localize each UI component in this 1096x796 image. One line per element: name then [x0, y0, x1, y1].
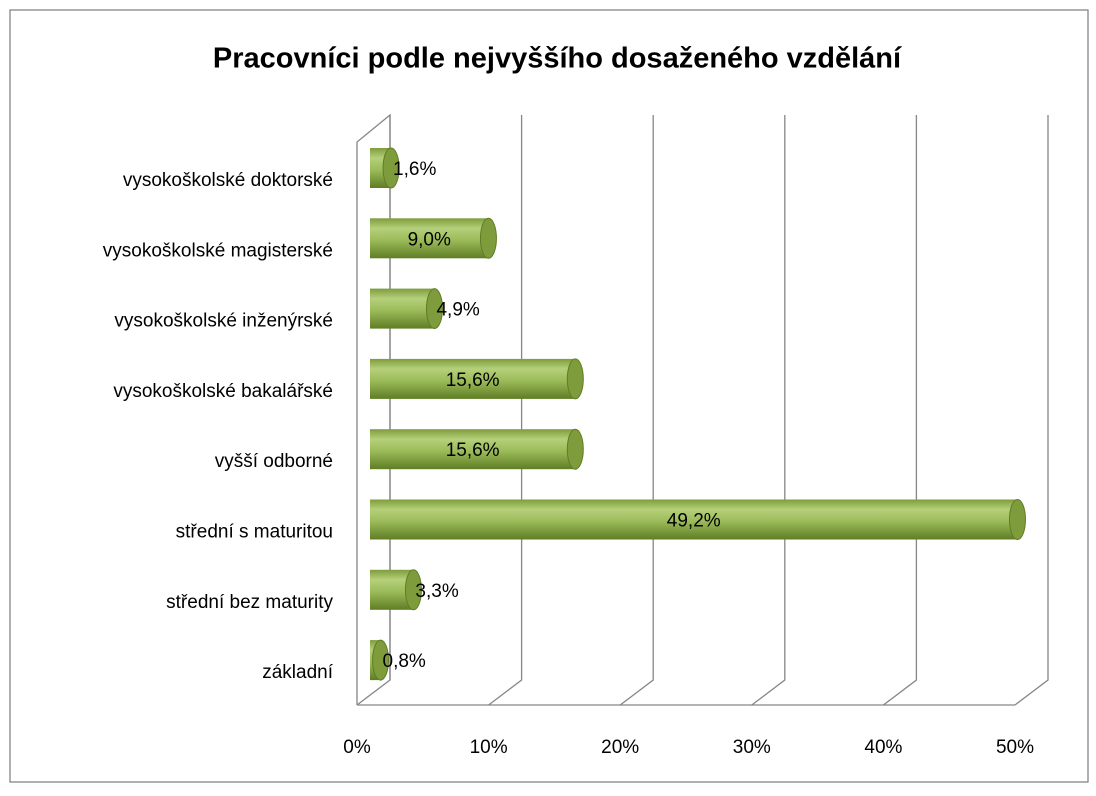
data-label: 15,6% [446, 370, 500, 391]
grid-line [1014, 115, 1049, 706]
x-tick-label: 20% [601, 737, 639, 758]
grid-line [883, 115, 918, 706]
bar-cap [479, 217, 497, 259]
bar-cap [382, 147, 400, 189]
y-tick-label: vysokoškolské inženýrské [114, 311, 333, 332]
x-tick-label: 10% [470, 737, 508, 758]
chart-title: Pracovníci podle nejvyššího dosaženého v… [213, 43, 902, 75]
x-tick-label: 0% [343, 737, 371, 758]
x-tick-label: 30% [733, 737, 771, 758]
x-tick-label: 50% [996, 737, 1034, 758]
data-label: 15,6% [446, 440, 500, 461]
bar [370, 288, 435, 329]
bar-cap [566, 428, 584, 470]
bar-cap [1008, 499, 1026, 540]
grid-line [488, 115, 523, 706]
y-tick-label: střední s maturitou [176, 522, 333, 543]
data-label: 9,0% [408, 229, 451, 250]
bar [370, 429, 576, 470]
y-tick-label: vysokoškolské magisterské [103, 240, 333, 261]
grid-line [751, 115, 786, 706]
bar-cap [372, 639, 390, 681]
data-label: 1,6% [393, 159, 436, 180]
y-tick-label: vysokoškolské doktorské [123, 170, 333, 191]
bar [370, 499, 1018, 540]
y-tick-label: střední bez maturity [166, 592, 333, 613]
bar [370, 218, 489, 259]
data-label: 4,9% [436, 300, 479, 321]
bar-cap [425, 288, 443, 330]
y-tick-label: vyšší odborné [215, 451, 333, 472]
data-label: 0,8% [383, 651, 426, 672]
data-label: 49,2% [667, 511, 721, 532]
y-tick-label: základní [262, 662, 333, 683]
grid-line [619, 115, 654, 706]
bar-cap [566, 358, 584, 400]
bar [370, 358, 576, 399]
y-tick-label: vysokoškolské bakalářské [113, 381, 333, 402]
data-label: 3,3% [415, 581, 458, 602]
x-tick-label: 40% [864, 737, 902, 758]
bar-cap [404, 569, 422, 611]
